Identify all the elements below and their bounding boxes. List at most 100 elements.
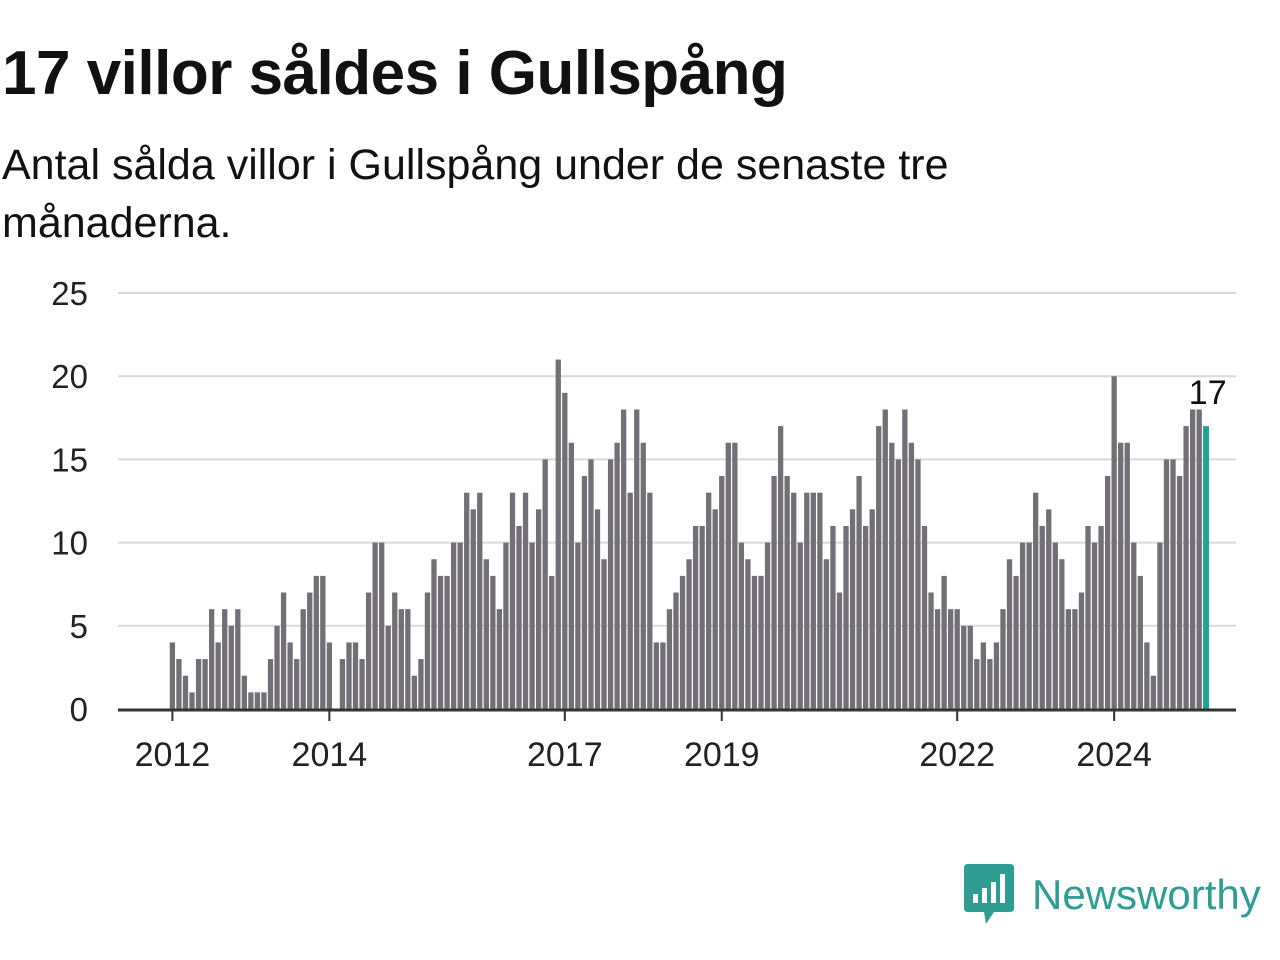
x-tick-label: 2012 xyxy=(135,736,211,774)
bar xyxy=(941,575,947,709)
bar xyxy=(1118,442,1124,709)
bar xyxy=(274,625,280,709)
bar xyxy=(751,575,758,709)
bar xyxy=(856,476,862,709)
bar xyxy=(961,625,967,709)
bar xyxy=(1124,442,1130,709)
bar xyxy=(254,692,261,709)
bar xyxy=(300,609,306,709)
x-tick-label: 2017 xyxy=(527,736,603,774)
bar xyxy=(418,659,424,709)
bar xyxy=(614,442,620,709)
bar xyxy=(313,575,319,709)
bar xyxy=(810,492,816,709)
x-tick-label: 2019 xyxy=(684,736,760,774)
bar xyxy=(444,575,450,709)
bar xyxy=(928,592,934,709)
bar xyxy=(287,642,293,709)
bar xyxy=(1189,409,1196,709)
x-tick-label: 2024 xyxy=(1076,736,1152,774)
bar xyxy=(169,642,176,709)
bar xyxy=(791,492,797,709)
bar xyxy=(849,509,856,709)
bar xyxy=(516,525,522,709)
bar xyxy=(784,476,790,709)
bar xyxy=(660,642,666,709)
bar xyxy=(758,575,764,709)
bar xyxy=(980,642,987,709)
bar xyxy=(1098,525,1104,709)
bar xyxy=(1131,542,1137,709)
bar xyxy=(1072,609,1078,709)
bar xyxy=(575,542,581,709)
bar xyxy=(522,492,529,709)
x-tick-label: 2014 xyxy=(292,736,368,774)
bar xyxy=(1157,542,1163,709)
bar xyxy=(398,609,404,709)
brand: Newsworthy xyxy=(964,864,1261,926)
y-tick-label: 20 xyxy=(51,358,88,395)
y-tick-label: 0 xyxy=(70,691,88,728)
bar xyxy=(1183,426,1189,709)
bar xyxy=(640,442,646,709)
page-subtitle: Antal sålda villor i Gullspång under de … xyxy=(2,141,949,247)
bar xyxy=(1026,542,1032,709)
bar xyxy=(365,592,372,709)
bar xyxy=(372,542,378,709)
bar xyxy=(503,542,509,709)
bar xyxy=(215,642,221,709)
bar xyxy=(195,659,202,709)
bar xyxy=(1059,559,1065,709)
y-tick-label: 5 xyxy=(70,608,88,645)
bar xyxy=(1144,642,1150,709)
bar xyxy=(777,426,784,709)
bar xyxy=(666,609,673,709)
bar xyxy=(307,592,313,709)
y-tick-label: 25 xyxy=(51,275,88,312)
bar xyxy=(346,642,352,709)
bar xyxy=(568,442,574,709)
bar xyxy=(405,609,411,709)
bar xyxy=(581,476,588,709)
bar xyxy=(823,559,830,709)
bar xyxy=(732,442,738,709)
bar xyxy=(1085,525,1091,709)
bar xyxy=(1163,459,1170,709)
bar xyxy=(1137,575,1143,709)
bar xyxy=(1052,542,1058,709)
bar xyxy=(843,525,849,709)
bar xyxy=(1104,476,1111,709)
bar xyxy=(948,609,954,709)
bar xyxy=(352,642,359,709)
bar xyxy=(450,542,457,709)
bar xyxy=(359,659,365,709)
bar xyxy=(182,675,189,709)
bar xyxy=(902,409,908,709)
bar-latest xyxy=(1203,426,1209,709)
bar xyxy=(804,492,810,709)
bar xyxy=(477,492,483,709)
bar xyxy=(967,625,973,709)
bar xyxy=(706,492,712,709)
bar xyxy=(1150,675,1157,709)
bar xyxy=(542,459,548,709)
bar xyxy=(908,442,915,709)
brand-name: Newsworthy xyxy=(1032,871,1261,918)
bar xyxy=(248,692,254,709)
bar xyxy=(692,525,699,709)
bar xyxy=(673,592,679,709)
bar xyxy=(830,525,836,709)
bar xyxy=(562,392,568,709)
bar xyxy=(549,575,555,709)
bar xyxy=(1196,409,1202,709)
bar xyxy=(607,459,614,709)
bar xyxy=(339,659,346,709)
bar xyxy=(294,659,300,709)
bar xyxy=(379,542,385,709)
bar xyxy=(771,476,777,709)
x-tick-label: 2022 xyxy=(919,736,995,774)
bar xyxy=(621,409,627,709)
bar xyxy=(653,642,660,709)
bar xyxy=(1170,459,1176,709)
bars xyxy=(169,359,1209,709)
